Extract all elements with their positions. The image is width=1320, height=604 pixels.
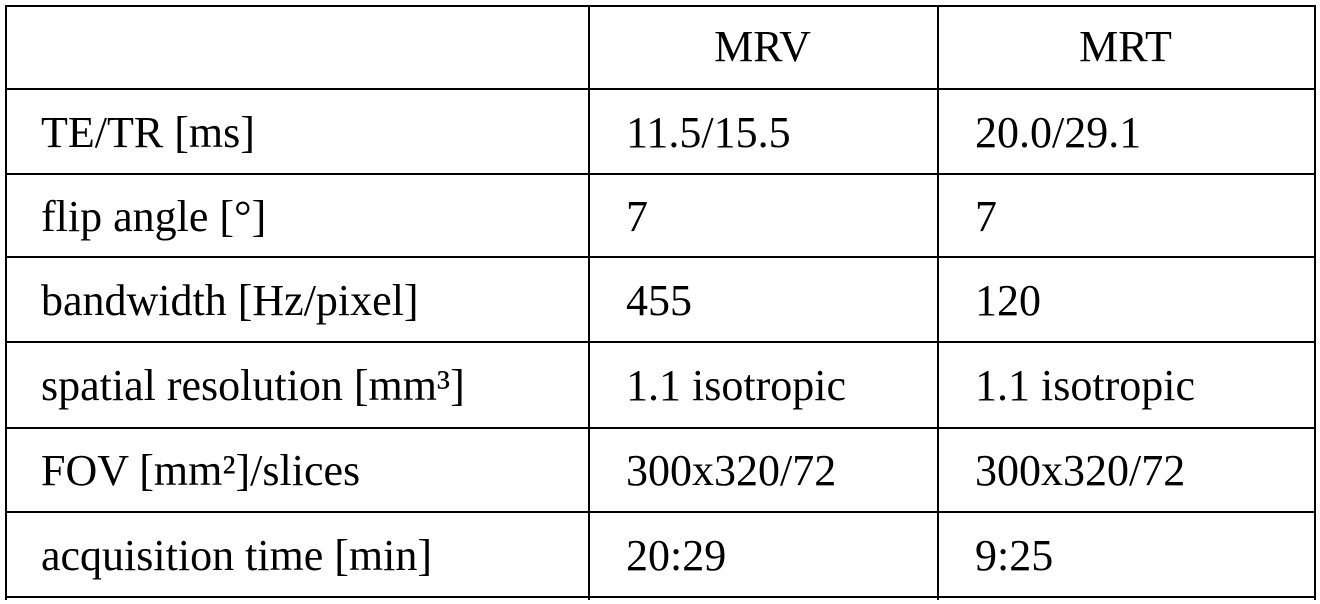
table-border (5, 5, 1316, 7)
column-header: MRV (714, 21, 811, 71)
row-divider (5, 173, 1316, 175)
row-label: flip angle [°] (41, 191, 267, 241)
row-divider (5, 88, 1316, 90)
column-divider (588, 5, 590, 600)
cell-value: 1.1 isotropic (626, 361, 846, 410)
row-label: bandwidth [Hz/pixel] (41, 275, 419, 325)
cell-value: 7 (975, 191, 997, 241)
row-label: spatial resolution [mm³] (41, 361, 465, 410)
column-divider (937, 5, 939, 600)
cell-value: 20:29 (626, 530, 727, 580)
row-label: TE/TR [ms] (41, 107, 255, 157)
row-divider (5, 256, 1316, 258)
table-border (1314, 5, 1316, 600)
cell-value: 300x320/72 (975, 446, 1186, 495)
row-divider (5, 427, 1316, 429)
cell-value: 20.0/29.1 (975, 107, 1142, 157)
row-divider (5, 511, 1316, 513)
cell-value: 300x320/72 (626, 446, 837, 495)
cell-value: 9:25 (975, 530, 1054, 580)
row-label: FOV [mm²]/slices (41, 446, 361, 495)
table-border (5, 5, 7, 600)
cell-value: 120 (975, 275, 1041, 325)
cell-value: 455 (626, 275, 692, 325)
cell-value: 7 (626, 191, 648, 241)
column-header: MRT (1079, 21, 1172, 71)
row-divider (5, 341, 1316, 343)
cell-value: 11.5/15.5 (626, 107, 791, 157)
table-border (5, 596, 1316, 598)
cell-value: 1.1 isotropic (975, 361, 1195, 410)
row-label: acquisition time [min] (41, 530, 433, 580)
